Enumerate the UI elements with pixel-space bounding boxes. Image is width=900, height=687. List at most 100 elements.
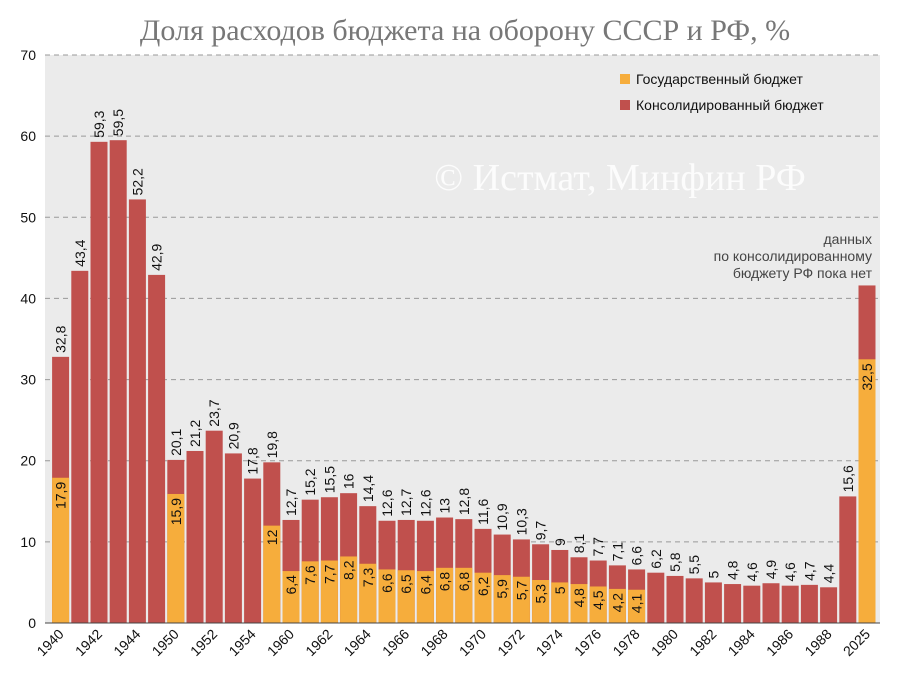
x-tick-label: 1940 — [33, 626, 66, 659]
data-label: 16 — [341, 473, 357, 489]
bar — [608, 588, 626, 623]
data-label: 5 — [552, 586, 568, 594]
bar — [301, 561, 319, 623]
data-label: 6,8 — [437, 572, 453, 592]
bar — [589, 586, 607, 623]
data-label: 32,8 — [53, 325, 69, 352]
data-label: 6,6 — [629, 546, 645, 566]
data-label: 20,1 — [168, 428, 184, 455]
bar — [532, 579, 550, 623]
annotation: по консолидированному — [714, 248, 872, 264]
bar — [570, 584, 588, 623]
annotation: данных — [824, 231, 872, 247]
x-tick-label: 1984 — [725, 626, 758, 659]
data-label: 5 — [705, 570, 721, 578]
data-label: 12,7 — [398, 488, 414, 515]
data-label: 4,1 — [629, 594, 645, 614]
bar — [167, 493, 185, 623]
data-label: 23,7 — [206, 399, 222, 426]
x-tick-label: 1976 — [571, 626, 604, 659]
x-tick-label: 1974 — [533, 626, 566, 659]
bar — [205, 430, 223, 623]
y-tick-label: 60 — [20, 128, 36, 144]
legend-label: Консолидированный бюджет — [636, 97, 824, 113]
bar — [263, 525, 281, 623]
data-label: 52,2 — [129, 168, 145, 195]
data-label: 8,1 — [571, 534, 587, 554]
bar — [340, 556, 358, 623]
data-label: 10,9 — [494, 503, 510, 530]
bar — [839, 496, 857, 623]
data-label: 17,8 — [245, 447, 261, 474]
bar — [244, 478, 262, 623]
x-tick-label: 2025 — [840, 626, 873, 659]
data-label: 15,2 — [302, 468, 318, 495]
data-label: 4,9 — [763, 560, 779, 580]
y-tick-label: 70 — [20, 47, 36, 63]
data-label: 4,4 — [821, 564, 837, 584]
bar — [493, 575, 511, 623]
y-tick-label: 50 — [20, 209, 36, 225]
x-tick-label: 1950 — [149, 626, 182, 659]
data-label: 4,8 — [571, 588, 587, 608]
bar — [282, 571, 300, 623]
bar — [320, 560, 338, 623]
bar — [647, 572, 665, 623]
data-label: 4,6 — [782, 562, 798, 582]
bar — [109, 140, 127, 623]
x-tick-label: 1964 — [341, 626, 374, 659]
data-label: 12,7 — [283, 488, 299, 515]
data-label: 7,7 — [321, 564, 337, 584]
data-label: 6,6 — [379, 573, 395, 593]
annotation: бюджету РФ пока нет — [733, 265, 873, 281]
data-label: 5,3 — [533, 584, 549, 604]
bar — [474, 572, 492, 623]
data-label: 12,6 — [379, 489, 395, 516]
data-label: 4,6 — [744, 562, 760, 582]
legend-label: Государственный бюджет — [636, 71, 803, 87]
bar — [551, 582, 569, 623]
data-label: 7,1 — [609, 542, 625, 562]
bar — [378, 569, 396, 623]
bar — [71, 270, 89, 623]
x-tick-label: 1972 — [494, 626, 527, 659]
bar — [628, 589, 646, 623]
bar — [90, 141, 108, 623]
bar — [704, 582, 722, 623]
data-label: 19,8 — [264, 431, 280, 458]
watermark: © Истмат, Минфин РФ — [434, 157, 805, 199]
data-label: 17,9 — [53, 482, 69, 509]
data-label: 20,9 — [225, 422, 241, 449]
x-tick-label: 1986 — [763, 626, 796, 659]
bar — [359, 563, 377, 623]
data-label: 7,6 — [302, 565, 318, 585]
bar — [512, 576, 530, 623]
data-label: 43,4 — [72, 239, 88, 266]
bar — [666, 575, 684, 623]
x-tick-label: 1982 — [686, 626, 719, 659]
data-label: 6,4 — [283, 575, 299, 595]
data-label: 15,5 — [321, 466, 337, 493]
bar — [416, 571, 434, 623]
data-label: 12 — [264, 529, 280, 545]
y-tick-label: 20 — [20, 453, 36, 469]
data-label: 5,9 — [494, 579, 510, 599]
x-tick-label: 1978 — [609, 626, 642, 659]
data-label: 9,7 — [533, 521, 549, 541]
x-tick-label: 1966 — [379, 626, 412, 659]
y-tick-label: 10 — [20, 534, 36, 550]
data-label: 6,5 — [398, 574, 414, 594]
bar — [724, 584, 742, 623]
y-tick-label: 40 — [20, 290, 36, 306]
x-tick-label: 1988 — [801, 626, 834, 659]
bar — [186, 450, 204, 623]
data-label: 12,8 — [456, 488, 472, 515]
data-label: 14,4 — [360, 475, 376, 502]
data-label: 21,2 — [187, 420, 203, 447]
data-label: 10,3 — [513, 508, 529, 535]
data-label: 5,7 — [513, 581, 529, 601]
data-label: 7,7 — [590, 537, 606, 557]
x-tick-label: 1954 — [225, 626, 258, 659]
data-label: 4,8 — [725, 560, 741, 580]
